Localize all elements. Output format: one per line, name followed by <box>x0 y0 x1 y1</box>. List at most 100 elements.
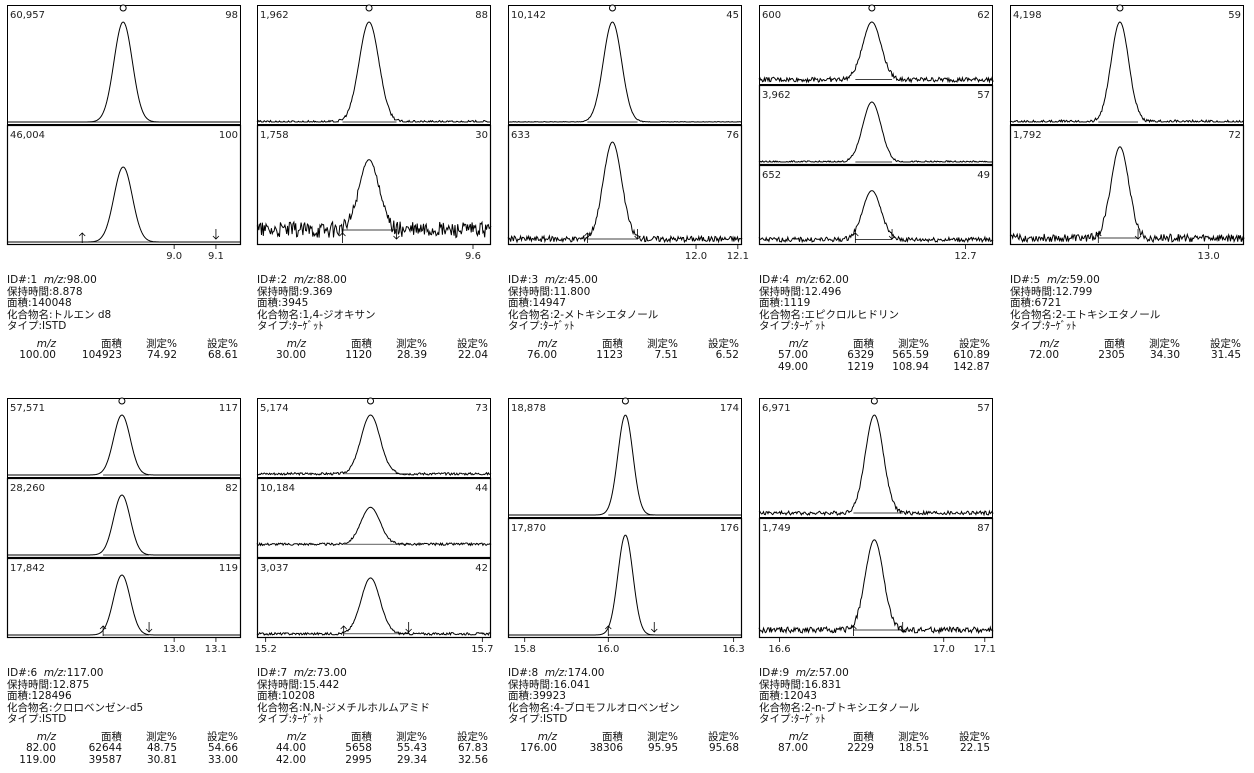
x-tick-label: 16.3 <box>723 644 745 655</box>
retention-time-line: 保持時間:12.875 <box>7 678 143 692</box>
compound-info: ID#:4 m/z:62.00 保持時間:12.496 面積:1119 化合物名:エピ… <box>759 274 899 333</box>
trace-line <box>7 494 241 556</box>
area-line: 面積:6721 <box>1010 297 1160 310</box>
table-cell: 54.66 <box>207 742 238 754</box>
trace-max-label: 28,260 <box>10 483 45 494</box>
area-value: 14947 <box>532 297 566 309</box>
compound-type-line: タイプ:ﾀｰｹﾞｯﾄ <box>759 320 899 333</box>
table-cell: 2305 <box>1098 349 1125 361</box>
retention-time-value: 8.878 <box>52 285 83 298</box>
area-line: 面積:14947 <box>508 297 658 310</box>
peak-top-marker <box>365 4 373 12</box>
x-tick-label: 17.0 <box>933 644 955 655</box>
retention-time-label: 保持時間: <box>7 678 53 691</box>
x-tick-label: 13.0 <box>163 644 185 655</box>
qualifier-table: m/z 面積 測定% 設定% 44.00 5658 55.43 67.83 42.00 2995 2… <box>257 731 491 767</box>
area-label: 面積: <box>7 297 32 309</box>
trace-max-label: 3,962 <box>762 90 791 101</box>
trace-frame <box>7 5 241 125</box>
table-cell: 82.00 <box>25 742 56 754</box>
table-header-cell: 面積 <box>853 337 874 350</box>
trace-frame <box>6 557 242 639</box>
trace-line <box>507 21 742 123</box>
table-cell: 39587 <box>88 753 122 766</box>
mz-label: m/z: <box>43 667 67 679</box>
trace-ion-label: 88 <box>475 10 488 21</box>
mz-label: m/z: <box>43 274 67 286</box>
trace-ion-label: 42 <box>475 563 488 574</box>
table-header-cell: 設定% <box>708 337 739 350</box>
table-header-cell: 測定% <box>898 730 929 743</box>
trace-max-label: 600 <box>762 10 781 21</box>
table-header-cell: 測定% <box>146 730 177 743</box>
table-header-cell: 面積 <box>602 337 623 350</box>
compound-info: ID#:1 m/z:98.00 保持時間:8.878 面積:140048 化合物名:ト… <box>7 274 111 333</box>
retention-time-value: 11.800 <box>553 285 591 298</box>
table-row: 82.00 62644 48.75 54.66 <box>7 742 241 755</box>
peak-start-arrow <box>78 232 86 243</box>
table-header-cell: 設定% <box>959 337 990 350</box>
trace-line <box>7 574 241 636</box>
compound-info: ID#:7 m/z:73.00 保持時間:15.442 面積:10208 化合物名:N… <box>257 667 430 726</box>
retention-time-label: 保持時間: <box>508 678 554 691</box>
table-header-row: m/z 面積 測定% 設定% <box>759 730 993 744</box>
table-header-cell: m/z <box>537 337 557 350</box>
info-id-line: ID#:6 m/z:117.00 <box>7 667 143 680</box>
table-cell: 72.00 <box>1028 349 1059 361</box>
table-cell: 6329 <box>847 349 874 361</box>
compound-name-line: 化合物名:2-n-ブトキシエタノール <box>759 702 920 715</box>
chromatogram-plot: 600 62 3,962 57 652 49 12.7 <box>758 4 994 262</box>
trace-frame <box>256 124 492 246</box>
retention-time-label: 保持時間: <box>759 678 805 691</box>
info-id-line: ID#:7 m/z:73.00 <box>257 667 430 680</box>
compound-name-line: 化合物名:エピクロルヒドリン <box>759 309 899 322</box>
peak-end-arrow <box>393 229 400 240</box>
x-tick-label: 16.0 <box>597 644 619 655</box>
compound-name-line: 化合物名:クロロベンゼン-d5 <box>7 701 144 715</box>
trace-line <box>508 534 742 636</box>
area-label: 面積: <box>1010 297 1035 309</box>
trace-line <box>758 190 994 244</box>
compound-name-value: クロロベンゼン-d5 <box>52 701 144 714</box>
compound-name-label: 化合物名: <box>1010 308 1056 321</box>
table-cell: 22.15 <box>959 742 990 754</box>
compound-type-value: ﾀｰｹﾞｯﾄ <box>794 320 826 332</box>
trace-line <box>507 141 743 244</box>
table-header-cell: 測定% <box>396 337 427 350</box>
table-cell: 22.04 <box>457 349 488 361</box>
compound-name-line: 化合物名:2-メトキシエタノール <box>508 309 658 322</box>
x-tick-label: 17.1 <box>974 644 996 655</box>
trace-max-label: 18,878 <box>511 403 546 414</box>
mz-label: m/z: <box>544 667 568 679</box>
table-cell: 18.51 <box>898 742 929 754</box>
compound-type-value: ISTD <box>42 320 67 332</box>
retention-time-line: 保持時間:16.041 <box>508 678 680 692</box>
compound-name-line: 化合物名:4-ブロモフルオロベンゼン <box>508 702 680 715</box>
mz-label: m/z: <box>544 274 568 286</box>
table-cell: 2995 <box>345 753 372 766</box>
id-value: 4 <box>782 274 790 286</box>
retention-time-line: 保持時間:9.369 <box>257 286 376 299</box>
trace-max-label: 633 <box>511 130 530 141</box>
trace-line <box>7 414 241 476</box>
table-header-row: m/z 面積 測定% 設定% <box>508 731 742 744</box>
table-cell: 95.95 <box>647 742 678 754</box>
table-cell: 67.83 <box>457 742 488 754</box>
trace-line <box>1009 146 1245 244</box>
compound-type-value: ﾀｰｹﾞｯﾄ <box>794 713 826 725</box>
mz-value: 62.00 <box>818 274 849 286</box>
table-cell: 119.00 <box>19 753 56 766</box>
compound-type-line: タイプ:ISTD <box>508 713 680 726</box>
trace-frame <box>256 477 492 559</box>
trace-ion-label: 119 <box>219 563 238 574</box>
table-cell: 28.39 <box>396 349 427 361</box>
mz-value: 59.00 <box>1069 274 1100 286</box>
trace-max-label: 5,174 <box>260 403 289 414</box>
compound-name-line: 化合物名:トルエン d8 <box>7 309 111 322</box>
compound-type-value: ﾀｰｹﾞｯﾄ <box>1045 320 1077 332</box>
peak-top-marker <box>608 4 616 12</box>
area-value: 128496 <box>31 690 72 702</box>
table-row: 72.00 2305 34.30 31.45 <box>1010 349 1244 362</box>
chromatogram-plot: 18,878 174 17,870 176 15.8 16.0 16.3 <box>507 397 745 655</box>
table-header-cell: m/z <box>1039 337 1059 350</box>
